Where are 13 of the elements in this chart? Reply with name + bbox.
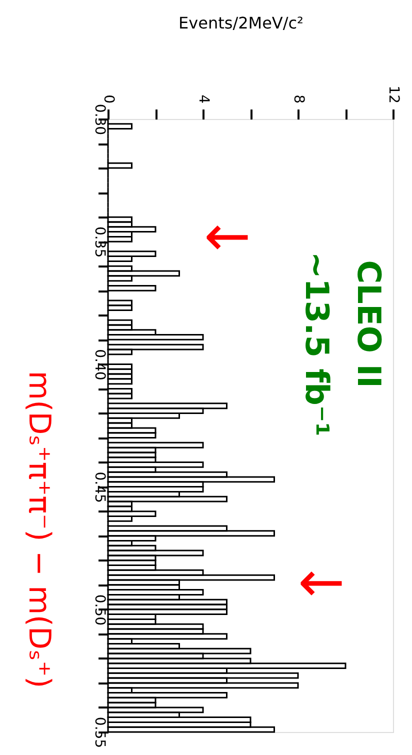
- x-tick-label: 0: [100, 94, 116, 104]
- annotation: ~13.5 fb⁻¹: [298, 252, 336, 436]
- y-tick-label: 0.35: [92, 226, 108, 258]
- annotation: ←: [204, 204, 251, 269]
- x-tick-label: 8: [290, 94, 306, 104]
- y-tick-label: 0.30: [92, 104, 108, 136]
- x-tick-label: 12: [386, 86, 402, 104]
- annotation: CLEO II: [350, 260, 388, 388]
- x-axis-title: Events/2MeV/c²: [178, 14, 304, 32]
- y-tick-label: 0.40: [92, 349, 108, 380]
- y-axis-title: m(Dₛ⁺π⁺π⁻) − m(Dₛ⁺): [22, 370, 56, 688]
- annotation: ←: [298, 550, 345, 615]
- x-tick-label: 4: [196, 94, 212, 104]
